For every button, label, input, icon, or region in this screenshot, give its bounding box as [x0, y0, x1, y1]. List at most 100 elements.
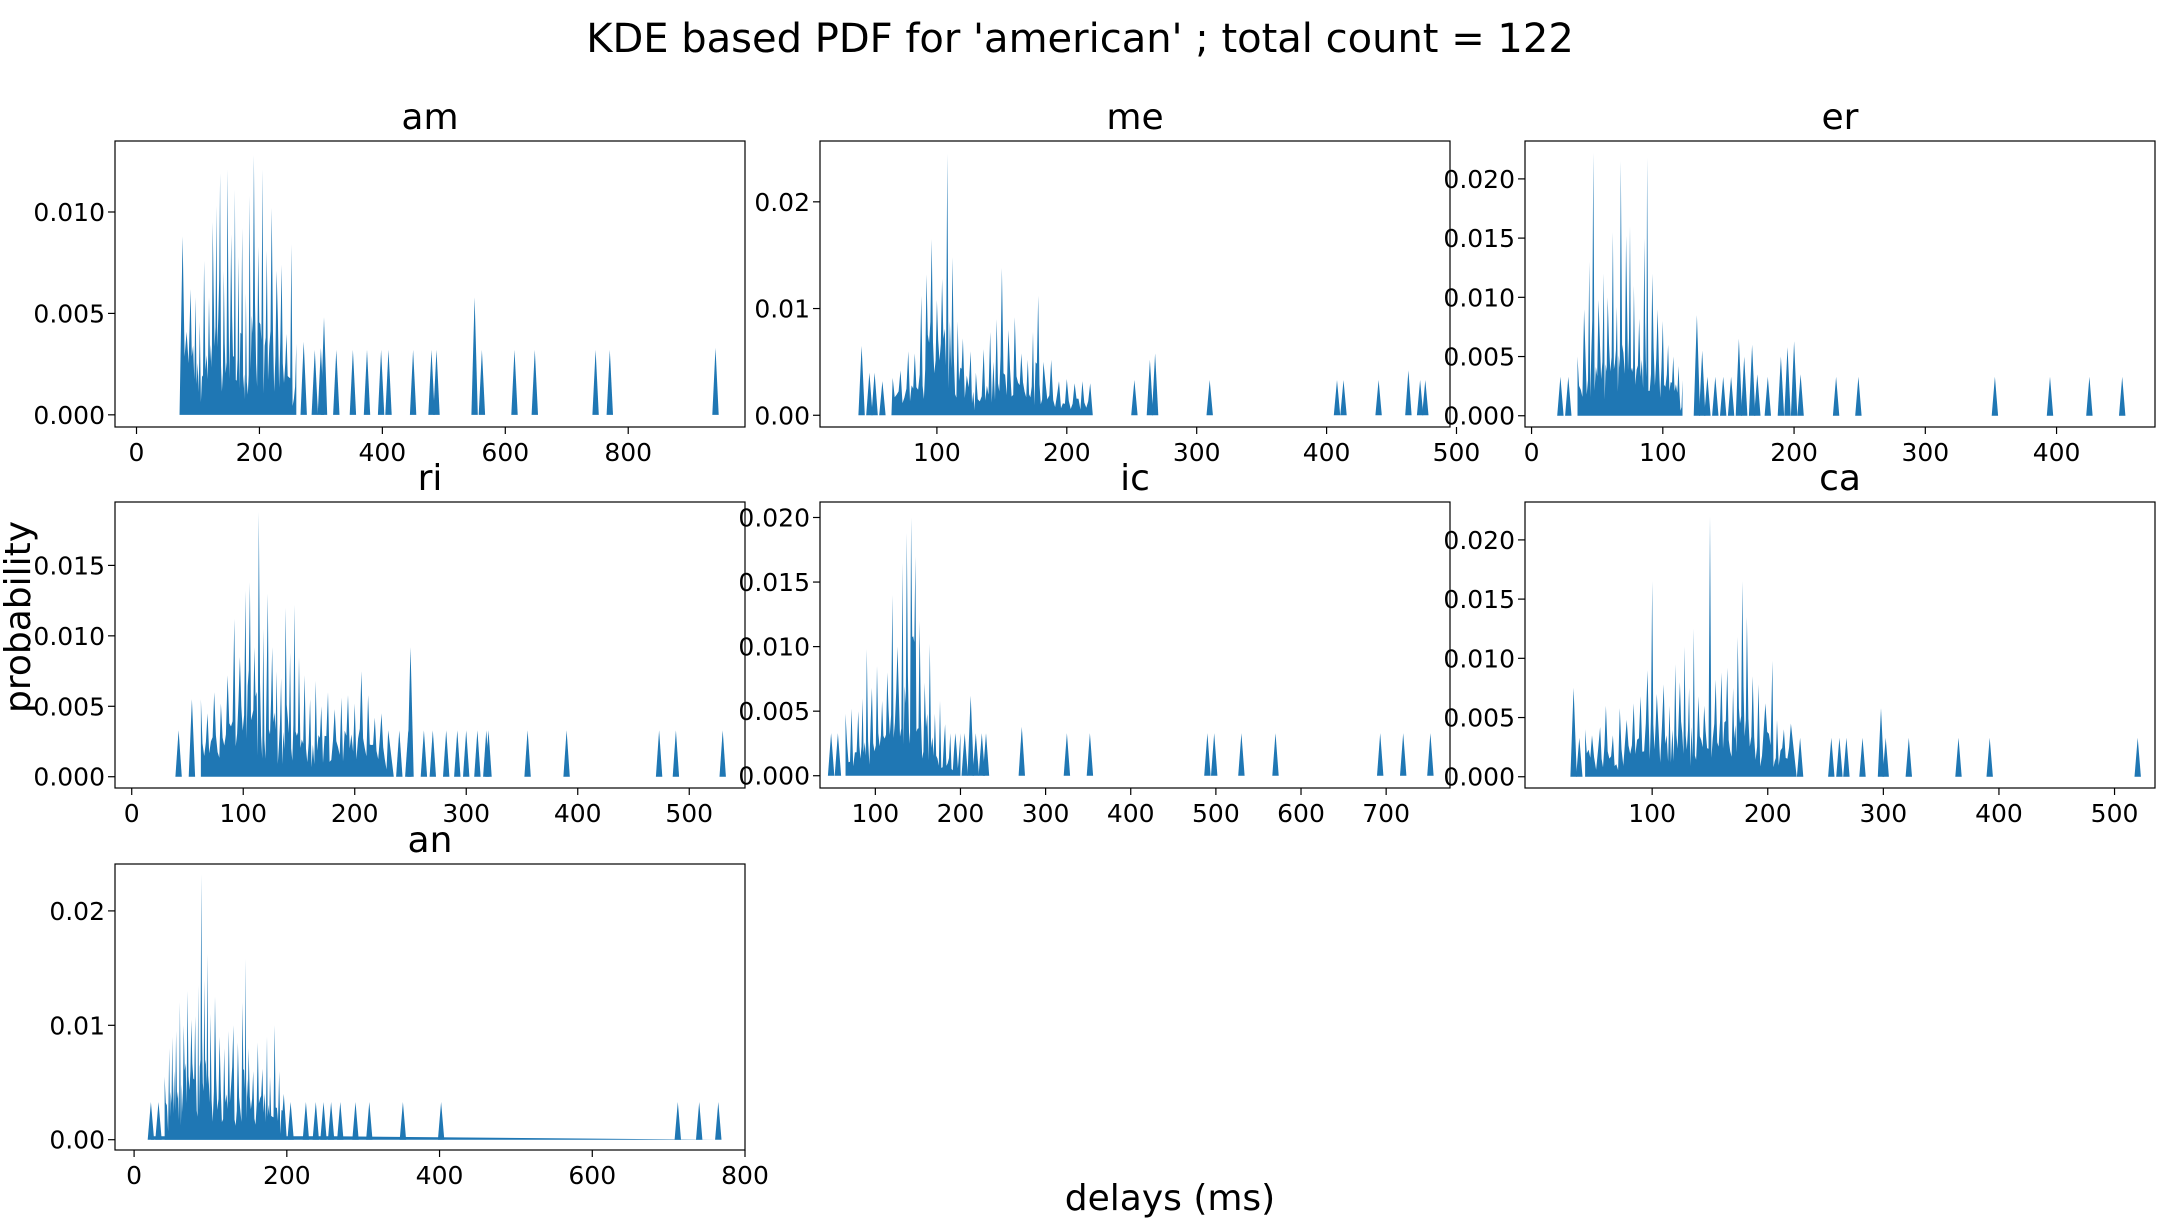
kde-spike [1836, 737, 1843, 777]
kde-spike [320, 317, 328, 415]
kde-spike [1086, 733, 1094, 776]
kde-area [1570, 516, 2141, 777]
y-tick-label: 0.005 [33, 299, 105, 328]
y-tick-label: 0.02 [49, 897, 105, 926]
kde-spike [333, 349, 340, 415]
y-tick-label: 0.000 [1443, 763, 1515, 792]
kde-spike [1699, 350, 1706, 416]
kde-spike [188, 699, 196, 777]
kde-spike [871, 372, 878, 416]
kde-dense-cluster [164, 874, 287, 1140]
kde-spike [672, 730, 680, 777]
kde-area [827, 517, 1434, 776]
kde-spike [858, 345, 865, 416]
kde-spike [967, 695, 974, 776]
x-tick-label: 400 [1107, 799, 1155, 828]
subplot-title: me [1106, 97, 1163, 138]
kde-spike [1741, 356, 1748, 416]
kde-spike [961, 733, 968, 776]
kde-spike [1859, 737, 1866, 777]
x-tick-label: 0 [126, 1161, 142, 1190]
kde-spike [1151, 353, 1159, 416]
kde-spike [606, 349, 613, 415]
kde-spike [1333, 380, 1341, 416]
x-tick-label: 100 [219, 799, 267, 828]
x-tick-label: 100 [851, 799, 899, 828]
kde-spike [1882, 737, 1889, 777]
kde-spike [1340, 380, 1347, 416]
kde-spike [1238, 733, 1245, 776]
kde-spike [1877, 708, 1885, 777]
kde-spike [1131, 380, 1138, 416]
kde-spike [1991, 376, 1999, 416]
kde-spike [563, 730, 570, 777]
kde-spike [1400, 733, 1407, 776]
axes-frame [114, 863, 746, 1151]
kde-spike [982, 733, 990, 776]
kde-spike [1570, 687, 1577, 777]
x-tick-label: 200 [263, 1161, 311, 1190]
x-tick-label: 800 [604, 438, 652, 467]
kde-spike [827, 733, 835, 776]
kde-spike [474, 730, 481, 777]
x-tick-label: 0 [1524, 438, 1540, 467]
y-tick-label: 0.01 [754, 295, 810, 324]
x-tick-label: 500 [1433, 438, 1481, 467]
y-tick-label: 0.02 [754, 188, 810, 217]
kde-spike [454, 730, 461, 777]
subplot-title: ic [1120, 458, 1150, 499]
y-tick-label: 0.000 [738, 762, 810, 791]
y-axis-label: probability [0, 521, 39, 713]
kde-spike [377, 349, 385, 415]
kde-spike [674, 1102, 681, 1140]
x-tick-label: 500 [665, 799, 713, 828]
kde-spike [715, 1102, 722, 1140]
kde-spike [592, 349, 599, 415]
kde-spike [1204, 733, 1211, 776]
x-tick-label: 400 [416, 1161, 464, 1190]
kde-spike [302, 1102, 310, 1140]
kde-area [1557, 152, 2126, 416]
kde-spike [978, 733, 985, 776]
kde-area [175, 511, 726, 777]
kde-dense-cluster [1577, 152, 1683, 416]
axes-frame [114, 501, 746, 789]
kde-spike [1955, 737, 1962, 777]
y-tick-label: 0.005 [1443, 343, 1515, 372]
y-tick-label: 0.015 [1443, 224, 1515, 253]
kde-spike [1720, 376, 1727, 416]
kde-spike [2086, 376, 2093, 416]
kde-spike [1843, 737, 1850, 777]
kde-spike [428, 349, 435, 415]
kde-dense-cluster [845, 517, 961, 776]
kde-spike [485, 730, 492, 777]
y-tick-label: 0.010 [33, 198, 105, 227]
kde-spike [1405, 370, 1412, 416]
subplot-me: me 100 200 300 400 500 0.00 0.01 0.02 [754, 97, 1480, 467]
kde-spike [300, 341, 307, 415]
y-tick-label: 0.01 [49, 1011, 105, 1040]
x-tick-label: 400 [554, 799, 602, 828]
subplot-title: ri [418, 458, 443, 499]
kde-spike [1748, 344, 1756, 416]
y-tick-label: 0.005 [1443, 704, 1515, 733]
x-tick-label: 200 [1744, 799, 1792, 828]
kde-spike [399, 1102, 407, 1140]
x-tick-label: 300 [1901, 438, 1949, 467]
kde-dense-cluster [200, 511, 394, 777]
kde-spike [363, 349, 371, 415]
y-tick-label: 0.010 [33, 622, 105, 651]
kde-spike [1735, 338, 1743, 416]
subplot-title: er [1822, 97, 1859, 138]
kde-spike [2119, 376, 2126, 416]
kde-spike [1063, 733, 1071, 776]
kde-spike [1557, 376, 1564, 416]
kde-dense-cluster [1585, 516, 1797, 777]
kde-spike [1427, 733, 1434, 776]
y-tick-label: 0.000 [33, 401, 105, 430]
kde-spike [1206, 380, 1213, 416]
kde-spike [1832, 376, 1840, 416]
x-tick-label: 300 [442, 799, 490, 828]
x-tick-label: 600 [568, 1161, 616, 1190]
